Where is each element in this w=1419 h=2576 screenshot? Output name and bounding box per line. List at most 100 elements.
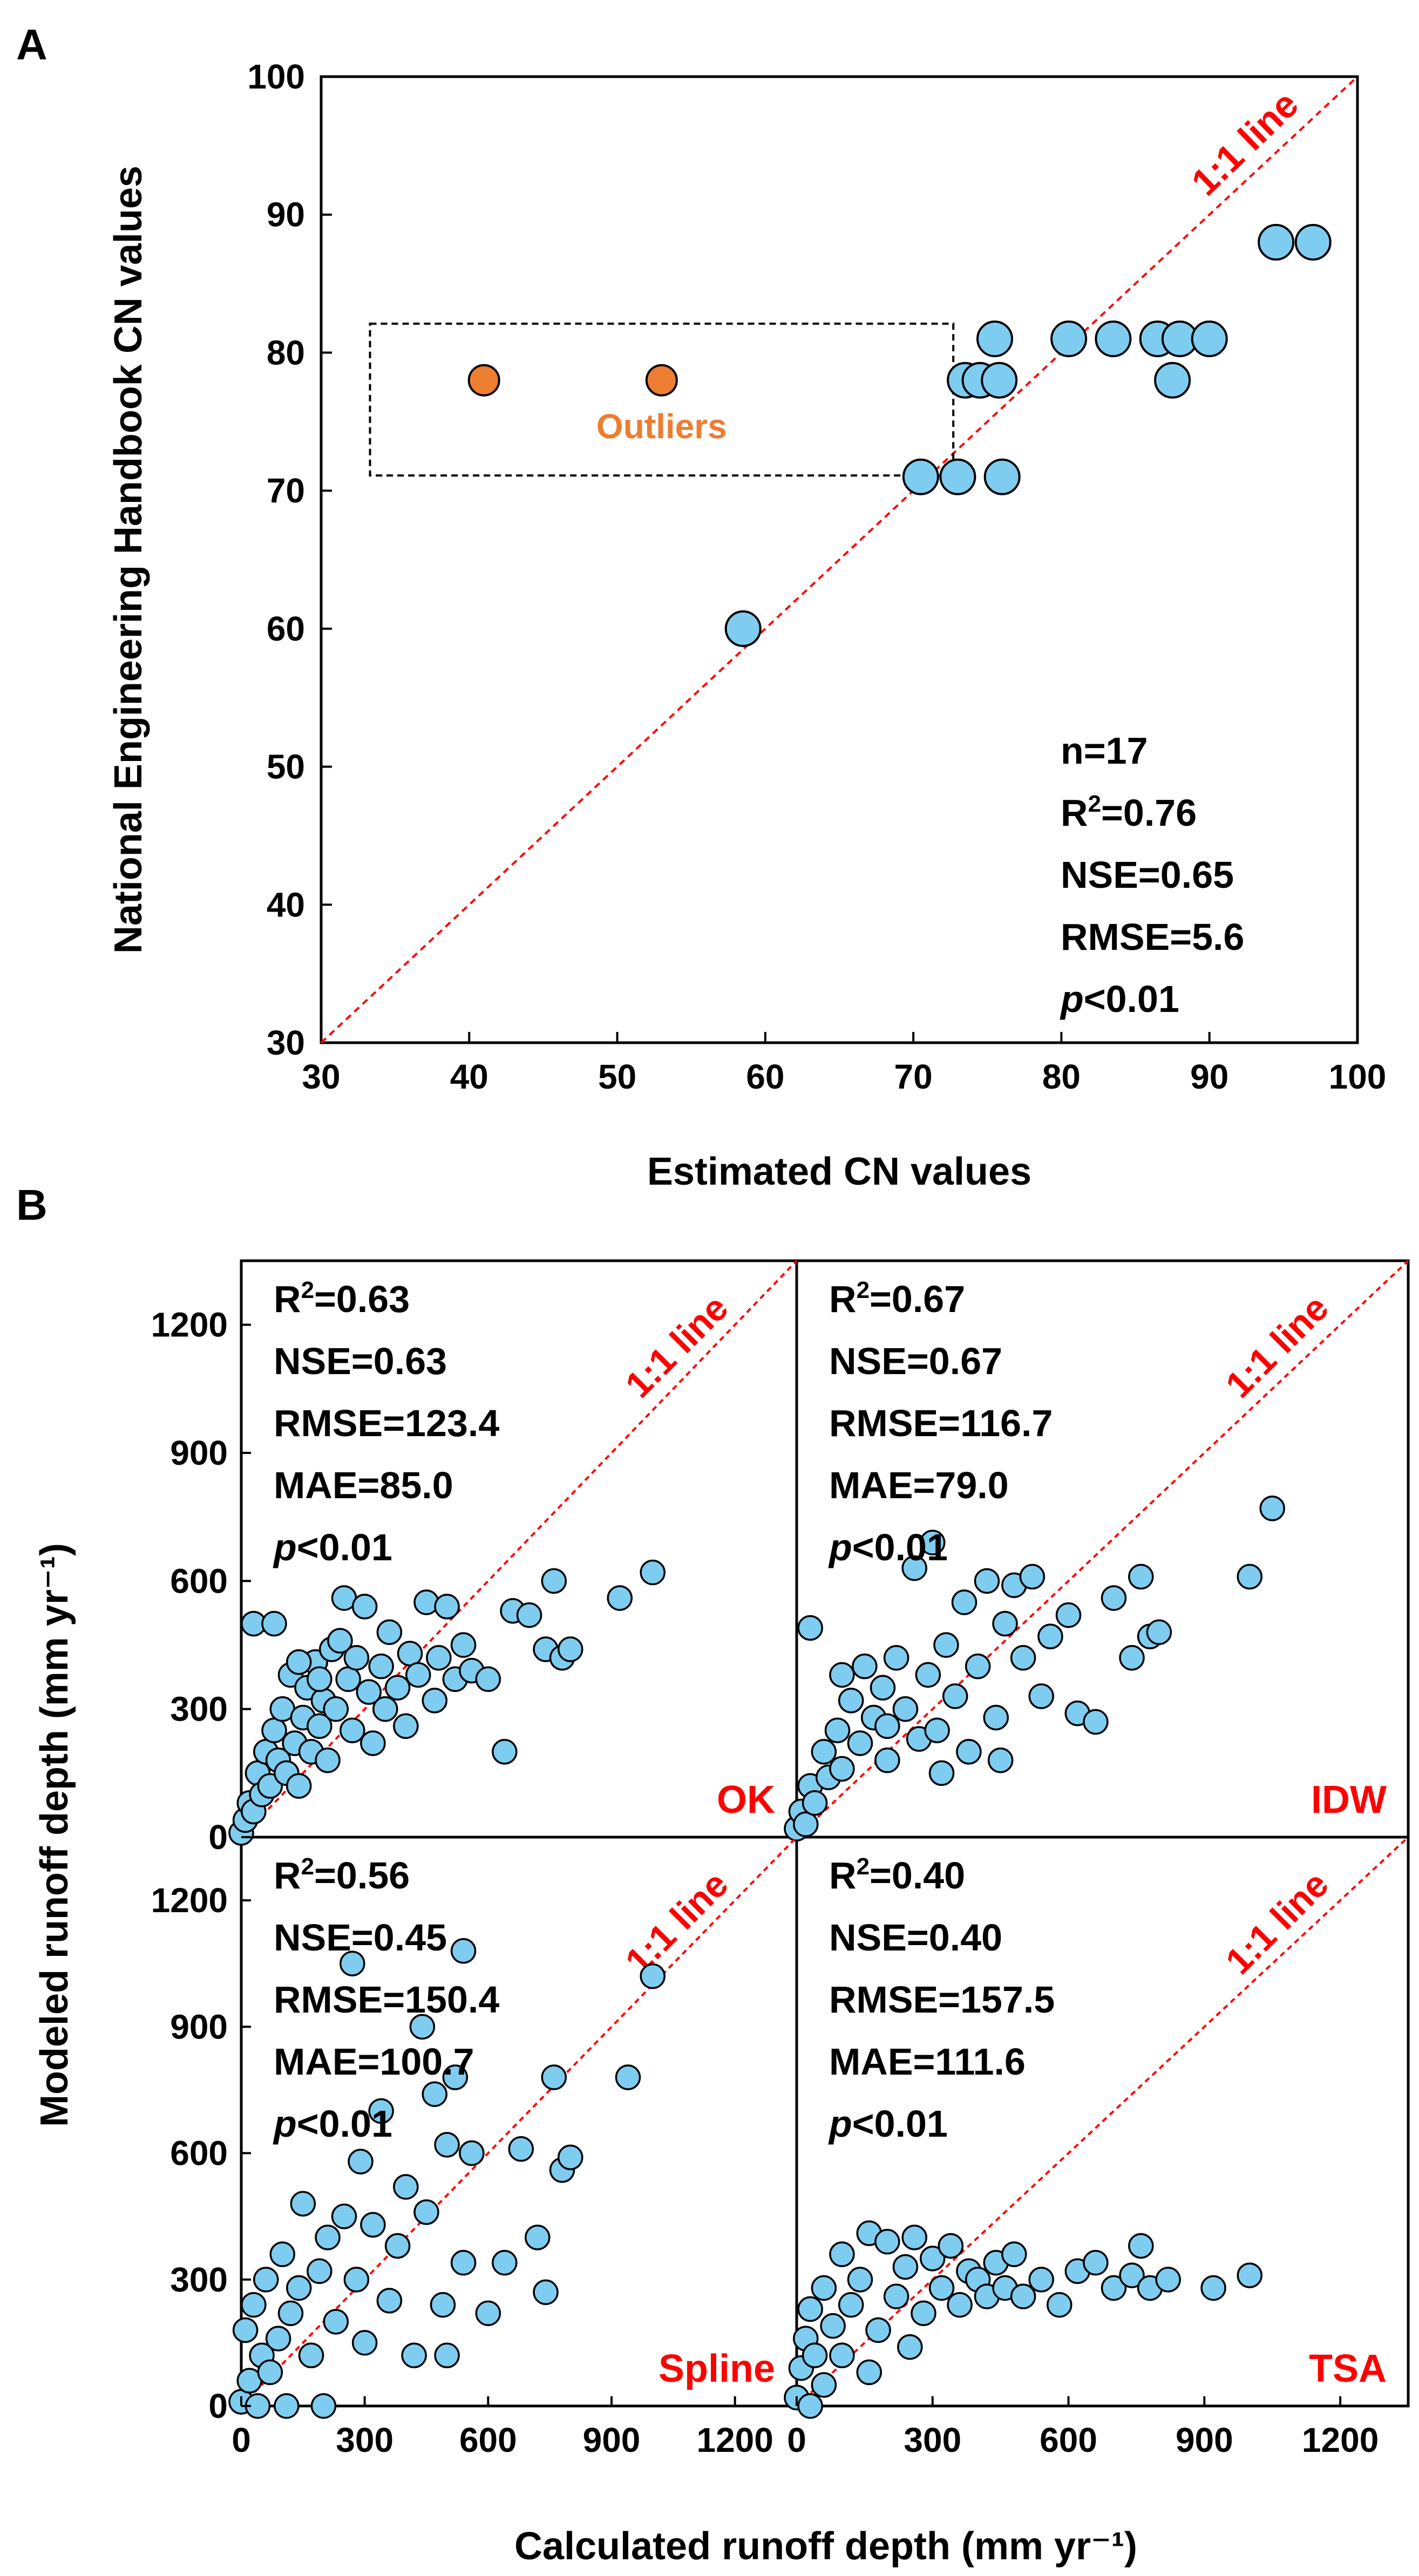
data-point bbox=[327, 1628, 353, 1654]
data-point bbox=[933, 1632, 959, 1658]
x-tick-label: 0 bbox=[787, 2421, 806, 2459]
data-point bbox=[1001, 2241, 1027, 2267]
data-point bbox=[829, 1756, 855, 1782]
method-label: Spline bbox=[658, 2347, 775, 2390]
x-tick-label: 0 bbox=[232, 2421, 251, 2459]
data-point bbox=[883, 1644, 909, 1671]
x-tick-label: 30 bbox=[302, 1057, 340, 1096]
data-point bbox=[315, 1747, 341, 1773]
data-point bbox=[533, 2279, 559, 2305]
data-point bbox=[1028, 1683, 1054, 1709]
one-to-one-line bbox=[240, 1260, 798, 1838]
data-point bbox=[351, 2330, 378, 2356]
x-tick-label: 900 bbox=[1176, 2421, 1233, 2459]
data-point bbox=[434, 1594, 460, 1620]
data-point bbox=[475, 1666, 501, 1693]
data-point bbox=[492, 2249, 518, 2276]
data-point bbox=[1095, 320, 1132, 357]
data-point bbox=[892, 2254, 919, 2280]
outliers-label: Outliers bbox=[596, 407, 727, 446]
data-point bbox=[939, 458, 976, 495]
data-point bbox=[492, 1739, 518, 1765]
stat-mae: MAE=85.0 bbox=[274, 1464, 453, 1506]
data-point bbox=[261, 1717, 287, 1743]
data-point bbox=[241, 2292, 267, 2318]
method-label: OK bbox=[717, 1778, 775, 1821]
subplot-idw: 1:1 line R2=0.67 NSE=0.67 RMSE=116.7 MAE=79.… bbox=[784, 1260, 1409, 1841]
data-point bbox=[307, 1666, 332, 1693]
one-to-one-label: 1:1 line bbox=[617, 1287, 736, 1405]
data-point bbox=[397, 1641, 423, 1667]
data-point bbox=[393, 1713, 419, 1739]
stat-r2: R2=0.40 bbox=[829, 1853, 965, 1897]
one-to-one-line bbox=[796, 1260, 1409, 1838]
data-point bbox=[286, 1773, 312, 1799]
data-point bbox=[965, 1653, 991, 1680]
data-point bbox=[376, 2288, 403, 2314]
y-tick-label: 90 bbox=[267, 195, 305, 234]
y-tick-label: 70 bbox=[267, 471, 305, 510]
data-point bbox=[286, 1649, 312, 1675]
data-point bbox=[1083, 2249, 1109, 2276]
data-point bbox=[372, 1696, 398, 1722]
data-point bbox=[277, 2300, 304, 2326]
data-point bbox=[920, 2245, 946, 2272]
data-point bbox=[942, 1683, 968, 1709]
data-point bbox=[983, 458, 1021, 495]
data-point bbox=[331, 2203, 357, 2230]
x-tick-label: 60 bbox=[746, 1057, 784, 1096]
data-point bbox=[1191, 320, 1228, 357]
y-tick-label: 0 bbox=[208, 2387, 228, 2425]
data-point bbox=[797, 2393, 823, 2419]
data-point bbox=[870, 1675, 896, 1701]
data-point bbox=[1101, 2275, 1127, 2301]
stat-text: RMSE=5.6 bbox=[1061, 916, 1244, 958]
data-point bbox=[558, 2144, 583, 2171]
data-point bbox=[847, 2267, 873, 2293]
data-point bbox=[558, 1636, 583, 1662]
data-point bbox=[802, 1790, 828, 1816]
data-point bbox=[307, 2258, 332, 2284]
data-point bbox=[829, 2241, 855, 2267]
data-point bbox=[1128, 1564, 1154, 1590]
x-tick-label: 40 bbox=[450, 1057, 488, 1096]
method-label: IDW bbox=[1311, 1778, 1387, 1821]
y-tick-label: 40 bbox=[267, 885, 305, 924]
data-point bbox=[1010, 1644, 1036, 1671]
data-point bbox=[340, 1950, 365, 1976]
data-point bbox=[1101, 1585, 1127, 1611]
data-point bbox=[847, 1730, 873, 1756]
x-tick-label: 50 bbox=[598, 1057, 636, 1096]
data-point bbox=[874, 1747, 900, 1773]
one-to-one-line bbox=[320, 76, 1359, 1044]
data-point bbox=[1259, 1496, 1285, 1521]
stat-p: p<0.01 bbox=[273, 1526, 392, 1568]
stat-nse: NSE=0.67 bbox=[829, 1340, 1002, 1382]
y-tick-label: 300 bbox=[170, 1690, 228, 1729]
data-point bbox=[426, 1644, 452, 1671]
data-point bbox=[974, 1568, 1000, 1594]
data-point bbox=[1119, 1644, 1145, 1671]
data-point bbox=[824, 1717, 851, 1743]
subplot-ok: 1:1 line R2=0.63 NSE=0.63 RMSE=123.4 MAE=85.… bbox=[151, 1260, 798, 1857]
subplot-spline: 1:1 line R2=0.56 NSE=0.45 RMSE=150.4 MAE=100… bbox=[151, 1836, 798, 2459]
one-to-one-label: 1:1 line bbox=[1218, 1864, 1336, 1982]
data-point bbox=[356, 1679, 382, 1705]
stat-rmse: RMSE=123.4 bbox=[274, 1402, 499, 1444]
one-to-one-line bbox=[240, 1836, 798, 2407]
data-point bbox=[901, 1555, 927, 1581]
x-tick-label: 70 bbox=[894, 1057, 933, 1096]
y-tick-label: 300 bbox=[170, 2260, 228, 2299]
data-point bbox=[413, 1589, 439, 1615]
stat-nse: NSE=0.45 bbox=[274, 1916, 447, 1959]
data-point bbox=[434, 2342, 460, 2369]
data-point bbox=[450, 2249, 477, 2276]
stat-text: R2=0.76 bbox=[1061, 791, 1197, 834]
data-point bbox=[829, 2342, 855, 2369]
outliers-box bbox=[369, 322, 955, 477]
data-point bbox=[450, 1938, 477, 1964]
data-point bbox=[856, 2359, 882, 2385]
data-point bbox=[928, 2275, 955, 2301]
data-point bbox=[928, 1760, 955, 1786]
data-point bbox=[865, 2317, 891, 2343]
